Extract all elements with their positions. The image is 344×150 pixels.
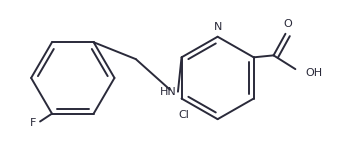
Text: F: F (30, 118, 36, 128)
Text: HN: HN (160, 87, 176, 97)
Text: Cl: Cl (178, 110, 189, 120)
Text: N: N (213, 22, 222, 32)
Text: OH: OH (305, 68, 322, 78)
Text: O: O (283, 19, 292, 29)
